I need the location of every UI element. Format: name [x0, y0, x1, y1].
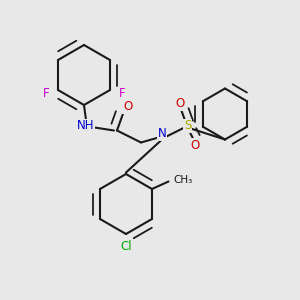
Text: O: O — [190, 139, 200, 152]
Text: O: O — [176, 97, 184, 110]
Text: N: N — [158, 127, 166, 140]
Text: F: F — [42, 86, 49, 100]
Text: O: O — [123, 100, 132, 113]
Text: NH: NH — [77, 119, 94, 133]
Text: Cl: Cl — [120, 239, 132, 253]
Text: F: F — [119, 86, 126, 100]
Text: CH₃: CH₃ — [173, 175, 192, 185]
Text: S: S — [184, 119, 191, 133]
